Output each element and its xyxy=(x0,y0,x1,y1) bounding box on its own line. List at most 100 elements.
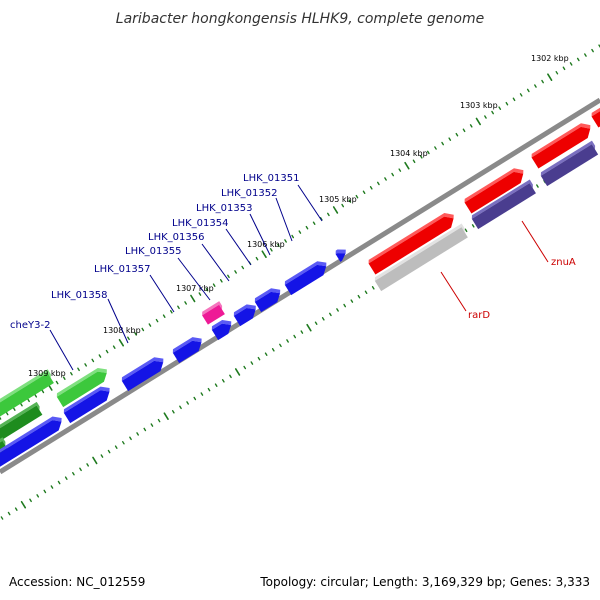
major-tick xyxy=(404,161,410,170)
minor-tick xyxy=(177,305,180,310)
minor-tick xyxy=(229,374,232,379)
minor-tick xyxy=(64,476,68,480)
leader-line xyxy=(521,220,549,263)
minor-tick xyxy=(293,334,297,339)
minor-tick xyxy=(105,349,109,354)
minor-tick xyxy=(214,383,218,387)
kbp-label: 1307 kbp xyxy=(176,284,214,293)
minor-tick xyxy=(12,407,16,411)
leader-line xyxy=(249,213,271,256)
leader-line xyxy=(49,329,74,371)
cds-block-gray-body xyxy=(374,227,468,292)
minor-tick xyxy=(462,128,466,133)
minor-tick xyxy=(107,449,111,454)
cds-block-blue-top-face xyxy=(211,319,232,330)
minor-tick xyxy=(286,339,289,343)
minor-tick xyxy=(193,396,197,401)
kbp-label: 1303 kbp xyxy=(460,101,498,110)
cds-block-red xyxy=(464,168,524,214)
cds-block-dark-green-top-face xyxy=(0,437,6,451)
minor-tick xyxy=(29,498,32,503)
minor-tick xyxy=(169,310,173,314)
minor-tick xyxy=(391,172,395,177)
minor-tick xyxy=(319,217,323,221)
cds-block-green-body xyxy=(56,371,107,408)
minor-tick xyxy=(419,155,423,159)
minor-tick xyxy=(569,62,573,66)
minor-tick xyxy=(62,376,66,380)
cds-block-blue xyxy=(63,386,110,424)
minor-tick xyxy=(426,150,430,155)
minor-tick xyxy=(57,480,61,485)
kbp-label: 1309 kbp xyxy=(28,369,66,378)
leader-line xyxy=(275,197,293,242)
cds-block-gray xyxy=(374,223,468,292)
minor-tick xyxy=(27,398,30,403)
major-tick xyxy=(332,206,339,214)
gene-label: rarD xyxy=(468,310,490,321)
accession-text: Accession: NC_012559 xyxy=(9,575,145,589)
minor-tick xyxy=(498,106,502,110)
minor-tick xyxy=(5,411,9,416)
cds-block-dark-green xyxy=(0,401,43,452)
map-title: Laribacter hongkongensis HLHK9, complete… xyxy=(116,11,484,27)
minor-tick xyxy=(329,312,332,317)
major-tick xyxy=(475,117,481,126)
minor-tick xyxy=(114,445,118,449)
minor-tick xyxy=(412,159,416,164)
minor-tick xyxy=(279,343,282,348)
minor-tick xyxy=(122,440,125,445)
minor-tick xyxy=(84,363,88,367)
cds-block-blue xyxy=(254,288,281,313)
leader-line xyxy=(107,298,129,344)
cds-block-green-top-face xyxy=(0,369,51,423)
cds-block-purple-body xyxy=(540,144,599,187)
cds-block-dark-green-top-face xyxy=(0,401,40,443)
cds-block-red xyxy=(591,106,600,128)
minor-tick xyxy=(591,48,594,53)
minor-tick xyxy=(469,124,473,128)
cds-block-gray-top-face xyxy=(374,223,465,281)
minor-tick xyxy=(212,283,216,287)
leader-line xyxy=(297,184,323,222)
minor-tick xyxy=(269,248,273,252)
minor-tick xyxy=(314,321,318,326)
cds-block-blue-body xyxy=(211,323,232,341)
gene-label: LHK_01353 xyxy=(196,203,252,214)
gene-label: LHK_01356 xyxy=(148,232,204,243)
minor-tick xyxy=(243,365,247,370)
minor-tick xyxy=(526,88,530,93)
minor-tick xyxy=(312,221,316,226)
cds-block-blue-top-face xyxy=(63,386,110,413)
minor-tick xyxy=(284,239,287,243)
minor-tick xyxy=(241,265,245,270)
cds-block-blue xyxy=(335,249,346,262)
minor-tick xyxy=(141,327,145,332)
minor-tick xyxy=(200,392,204,396)
minor-tick xyxy=(207,387,211,392)
minor-tick xyxy=(562,66,566,71)
minor-tick xyxy=(221,379,225,383)
minor-tick xyxy=(155,318,159,323)
minor-tick xyxy=(72,471,75,476)
minor-tick xyxy=(448,137,452,141)
minor-tick xyxy=(100,454,104,458)
cds-block-green xyxy=(56,368,107,408)
minor-tick xyxy=(534,84,537,88)
cds-block-dark-green-body xyxy=(0,405,43,452)
cds-block-blue-body xyxy=(233,307,256,327)
minor-tick xyxy=(198,292,202,296)
leader-line xyxy=(225,228,252,266)
cds-block-blue-top-face xyxy=(233,304,256,316)
cds-block-green-body xyxy=(0,372,54,434)
cds-block-red xyxy=(368,212,454,275)
cds-block-purple-body xyxy=(471,183,536,230)
cds-block-dark-green-body xyxy=(0,440,9,460)
cds-block-blue xyxy=(121,357,164,392)
minor-tick xyxy=(127,336,130,341)
minor-tick xyxy=(227,274,230,279)
cds-block-purple-top-face xyxy=(471,179,533,219)
minor-tick xyxy=(171,410,175,414)
gene-label: znuA xyxy=(551,257,576,268)
minor-tick xyxy=(343,303,347,308)
